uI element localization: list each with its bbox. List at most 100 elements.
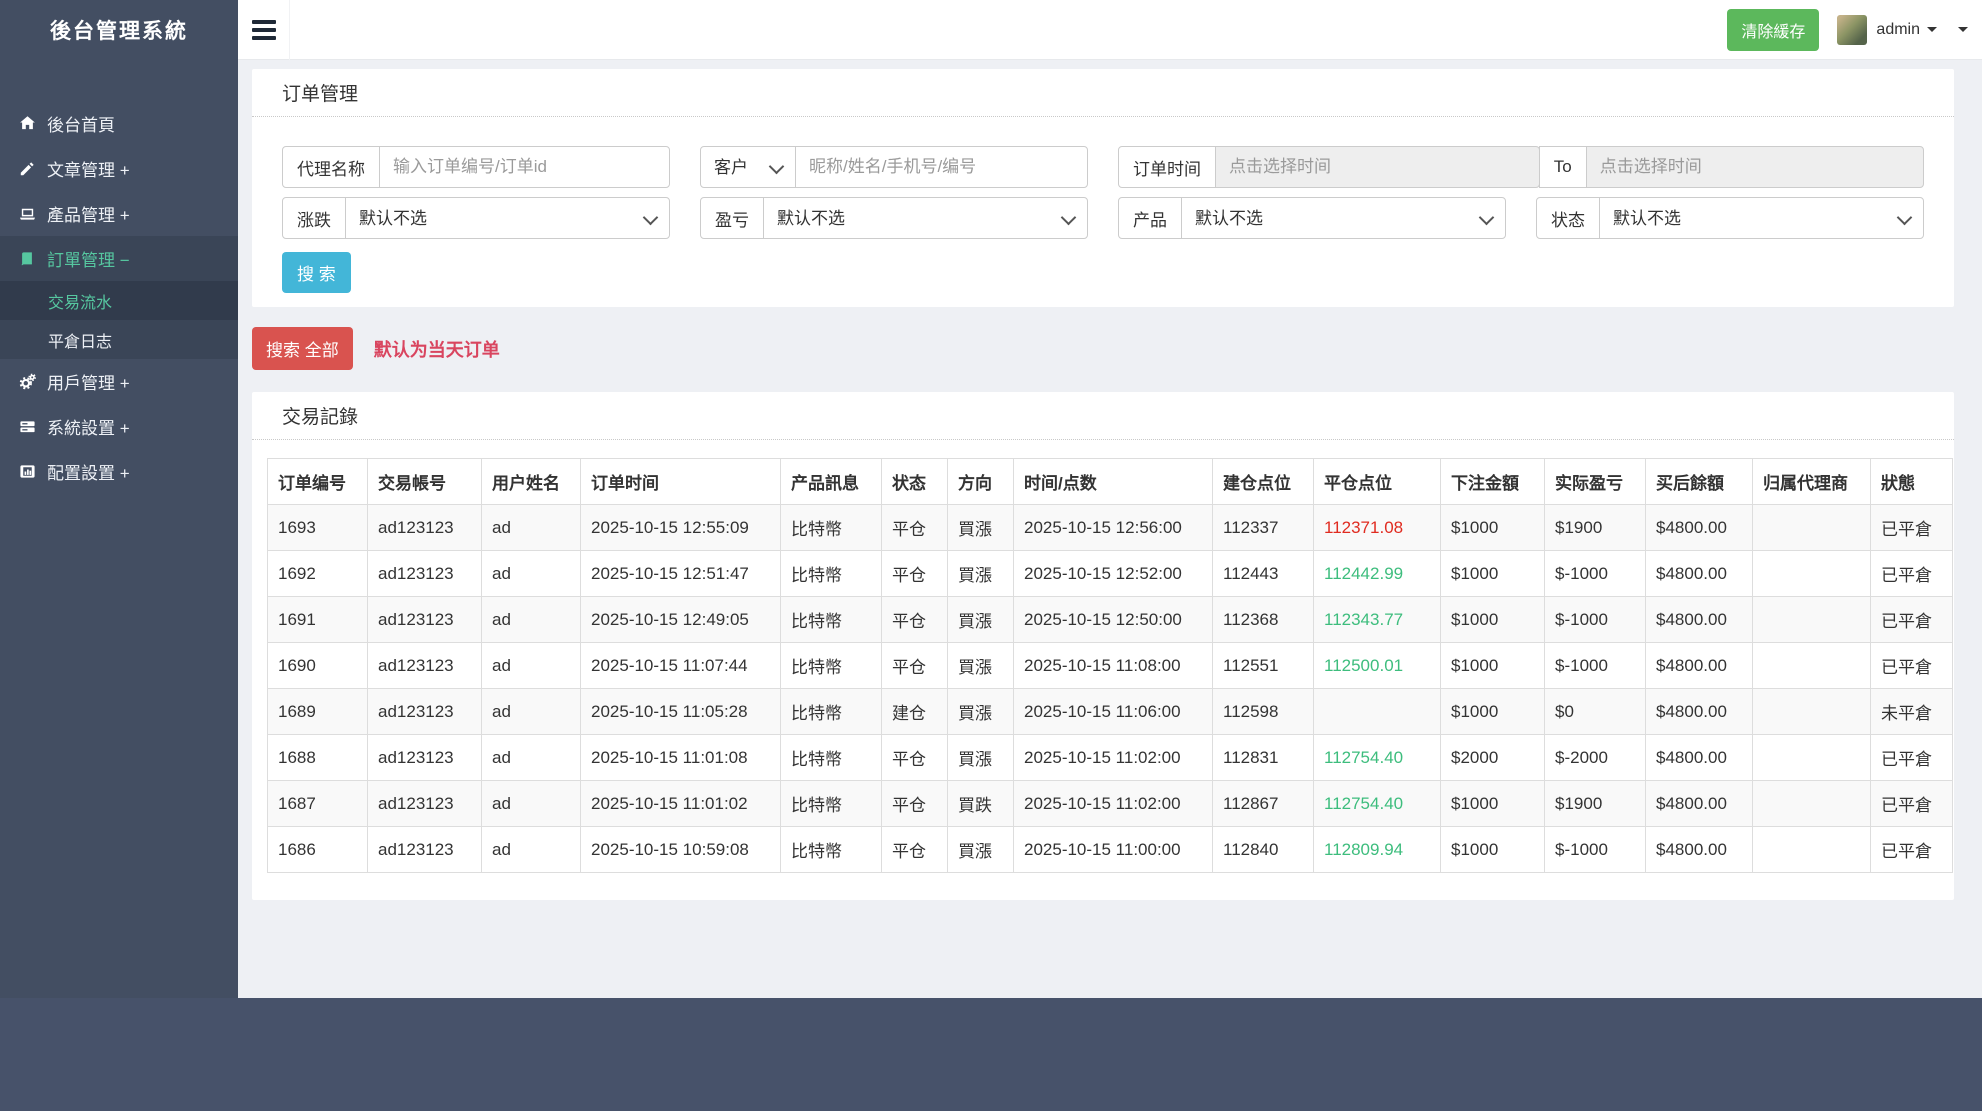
cell-open-point: 112368: [1212, 596, 1314, 643]
col-header: 建仓点位: [1212, 458, 1314, 505]
profit-loss-select[interactable]: 默认不选: [763, 197, 1088, 239]
caret-down-icon: [1927, 27, 1937, 32]
cell-state: 已平倉: [1870, 780, 1953, 827]
search-all-button[interactable]: 搜索 全部: [252, 327, 353, 370]
cell-order-id: 1688: [267, 734, 368, 781]
cell-account: ad123123: [367, 780, 482, 827]
sidebar-item-users[interactable]: 用戶管理 +: [0, 359, 238, 404]
sidebar-item-trade-flow[interactable]: 交易流水: [0, 281, 238, 320]
cell-order-time: 2025-10-15 11:05:28: [580, 688, 781, 735]
cell-agent: [1752, 642, 1871, 689]
user-menu[interactable]: admin: [1837, 14, 1937, 45]
table-row: 1688 ad123123 ad 2025-10-15 11:01:08 比特幣…: [267, 734, 1953, 781]
status-group: 状态 默认不选: [1536, 197, 1924, 239]
book-icon: [19, 251, 47, 267]
profit-loss-label: 盈亏: [700, 197, 764, 239]
cell-agent: [1752, 550, 1871, 597]
page-footer: [0, 998, 1982, 1111]
cell-order-id: 1687: [267, 780, 368, 827]
sidebar-item-config[interactable]: 配置設置 +: [0, 449, 238, 494]
cell-order-id: 1692: [267, 550, 368, 597]
col-header: 产品訊息: [780, 458, 882, 505]
trade-table: 订单编号 交易帳号 用户姓名 订单时间 产品訊息 状态 方向 时间/点数 建仓点…: [267, 458, 1953, 873]
cell-bet: $2000: [1440, 734, 1545, 781]
cell-bet: $1000: [1440, 826, 1545, 873]
cell-product: 比特幣: [780, 826, 882, 873]
profit-loss-group: 盈亏 默认不选: [700, 197, 1088, 239]
time-to-input[interactable]: [1585, 146, 1924, 188]
cell-username: ad: [481, 504, 581, 551]
sidebar-toggle-button[interactable]: [238, 0, 290, 60]
agent-name-label: 代理名称: [282, 146, 380, 188]
cell-balance: $4800.00: [1645, 596, 1753, 643]
cell-open-point: 112337: [1212, 504, 1314, 551]
sidebar-item-system[interactable]: 系統設置 +: [0, 404, 238, 449]
cell-order-time: 2025-10-15 11:01:02: [580, 780, 781, 827]
sidebar: 後台管理系統 後台首頁 文章管理 + 產品管理 + 訂單管理 −: [0, 0, 238, 998]
search-button[interactable]: 搜 索: [282, 252, 351, 293]
agent-name-group: 代理名称: [282, 146, 670, 188]
cell-point-time: 2025-10-15 12:50:00: [1013, 596, 1213, 643]
sidebar-item-close-log[interactable]: 平倉日志: [0, 320, 238, 359]
cell-bet: $1000: [1440, 780, 1545, 827]
cell-product: 比特幣: [780, 550, 882, 597]
cell-bet: $1000: [1440, 504, 1545, 551]
sidebar-item-label: 用戶管理 +: [47, 374, 130, 393]
gears-icon: [19, 373, 47, 390]
caret-down-icon[interactable]: [1958, 27, 1968, 32]
col-header: 状态: [881, 458, 948, 505]
cell-agent: [1752, 504, 1871, 551]
status-select[interactable]: 默认不选: [1599, 197, 1924, 239]
cell-state: 已平倉: [1870, 504, 1953, 551]
cell-order-id: 1691: [267, 596, 368, 643]
sidebar-item-home[interactable]: 後台首頁: [0, 101, 238, 146]
cell-point-time: 2025-10-15 11:08:00: [1013, 642, 1213, 689]
cell-status: 平仓: [881, 734, 948, 781]
product-select[interactable]: 默认不选: [1181, 197, 1506, 239]
cell-agent: [1752, 780, 1871, 827]
filter-body: 代理名称 客户 订单时间 To: [252, 117, 1954, 307]
cell-direction: 買漲: [947, 826, 1014, 873]
cell-bet: $1000: [1440, 550, 1545, 597]
col-header: 平仓点位: [1313, 458, 1441, 505]
default-note: 默认为当天订单: [373, 339, 500, 360]
col-header: 狀態: [1870, 458, 1953, 505]
sidebar-item-label: 平倉日志: [48, 333, 113, 351]
table-wrap: 订单编号 交易帳号 用户姓名 订单时间 产品訊息 状态 方向 时间/点数 建仓点…: [252, 440, 1954, 900]
laptop-icon: [19, 205, 47, 222]
cell-open-point: 112551: [1212, 642, 1314, 689]
cell-direction: 買漲: [947, 596, 1014, 643]
app-title: 後台管理系統: [50, 20, 188, 43]
sidebar-item-articles[interactable]: 文章管理 +: [0, 146, 238, 191]
cell-close-point: 112371.08: [1313, 504, 1441, 551]
clear-cache-button[interactable]: 清除緩存: [1727, 8, 1820, 51]
cell-status: 平仓: [881, 780, 948, 827]
cell-point-time: 2025-10-15 11:06:00: [1013, 688, 1213, 735]
sidebar-item-label: 訂單管理 −: [47, 251, 130, 270]
sidebar-item-products[interactable]: 產品管理 +: [0, 191, 238, 236]
cell-profit: $-1000: [1544, 642, 1646, 689]
cell-order-time: 2025-10-15 12:51:47: [580, 550, 781, 597]
customer-input[interactable]: [795, 146, 1088, 188]
cell-state: 已平倉: [1870, 826, 1953, 873]
table-row: 1692 ad123123 ad 2025-10-15 12:51:47 比特幣…: [267, 550, 1953, 597]
to-label: To: [1538, 146, 1587, 188]
cell-order-time: 2025-10-15 11:01:08: [580, 734, 781, 781]
cell-open-point: 112840: [1212, 826, 1314, 873]
time-from-input[interactable]: [1215, 146, 1540, 188]
rise-fall-select[interactable]: 默认不选: [345, 197, 670, 239]
main-content: 订单管理 代理名称 客户 订单时间: [238, 60, 1982, 998]
customer-select[interactable]: 客户: [700, 146, 796, 188]
cell-username: ad: [481, 826, 581, 873]
sidebar-item-label: 交易流水: [48, 294, 113, 312]
cell-agent: [1752, 596, 1871, 643]
sidebar-item-orders[interactable]: 訂單管理 −: [0, 236, 238, 281]
cell-status: 建仓: [881, 688, 948, 735]
agent-input[interactable]: [379, 146, 670, 188]
username-label: admin: [1876, 20, 1920, 38]
cell-bet: $1000: [1440, 642, 1545, 689]
cell-balance: $4800.00: [1645, 688, 1753, 735]
cell-order-id: 1693: [267, 504, 368, 551]
col-header: 订单编号: [267, 458, 368, 505]
col-header: 买后餘額: [1645, 458, 1753, 505]
